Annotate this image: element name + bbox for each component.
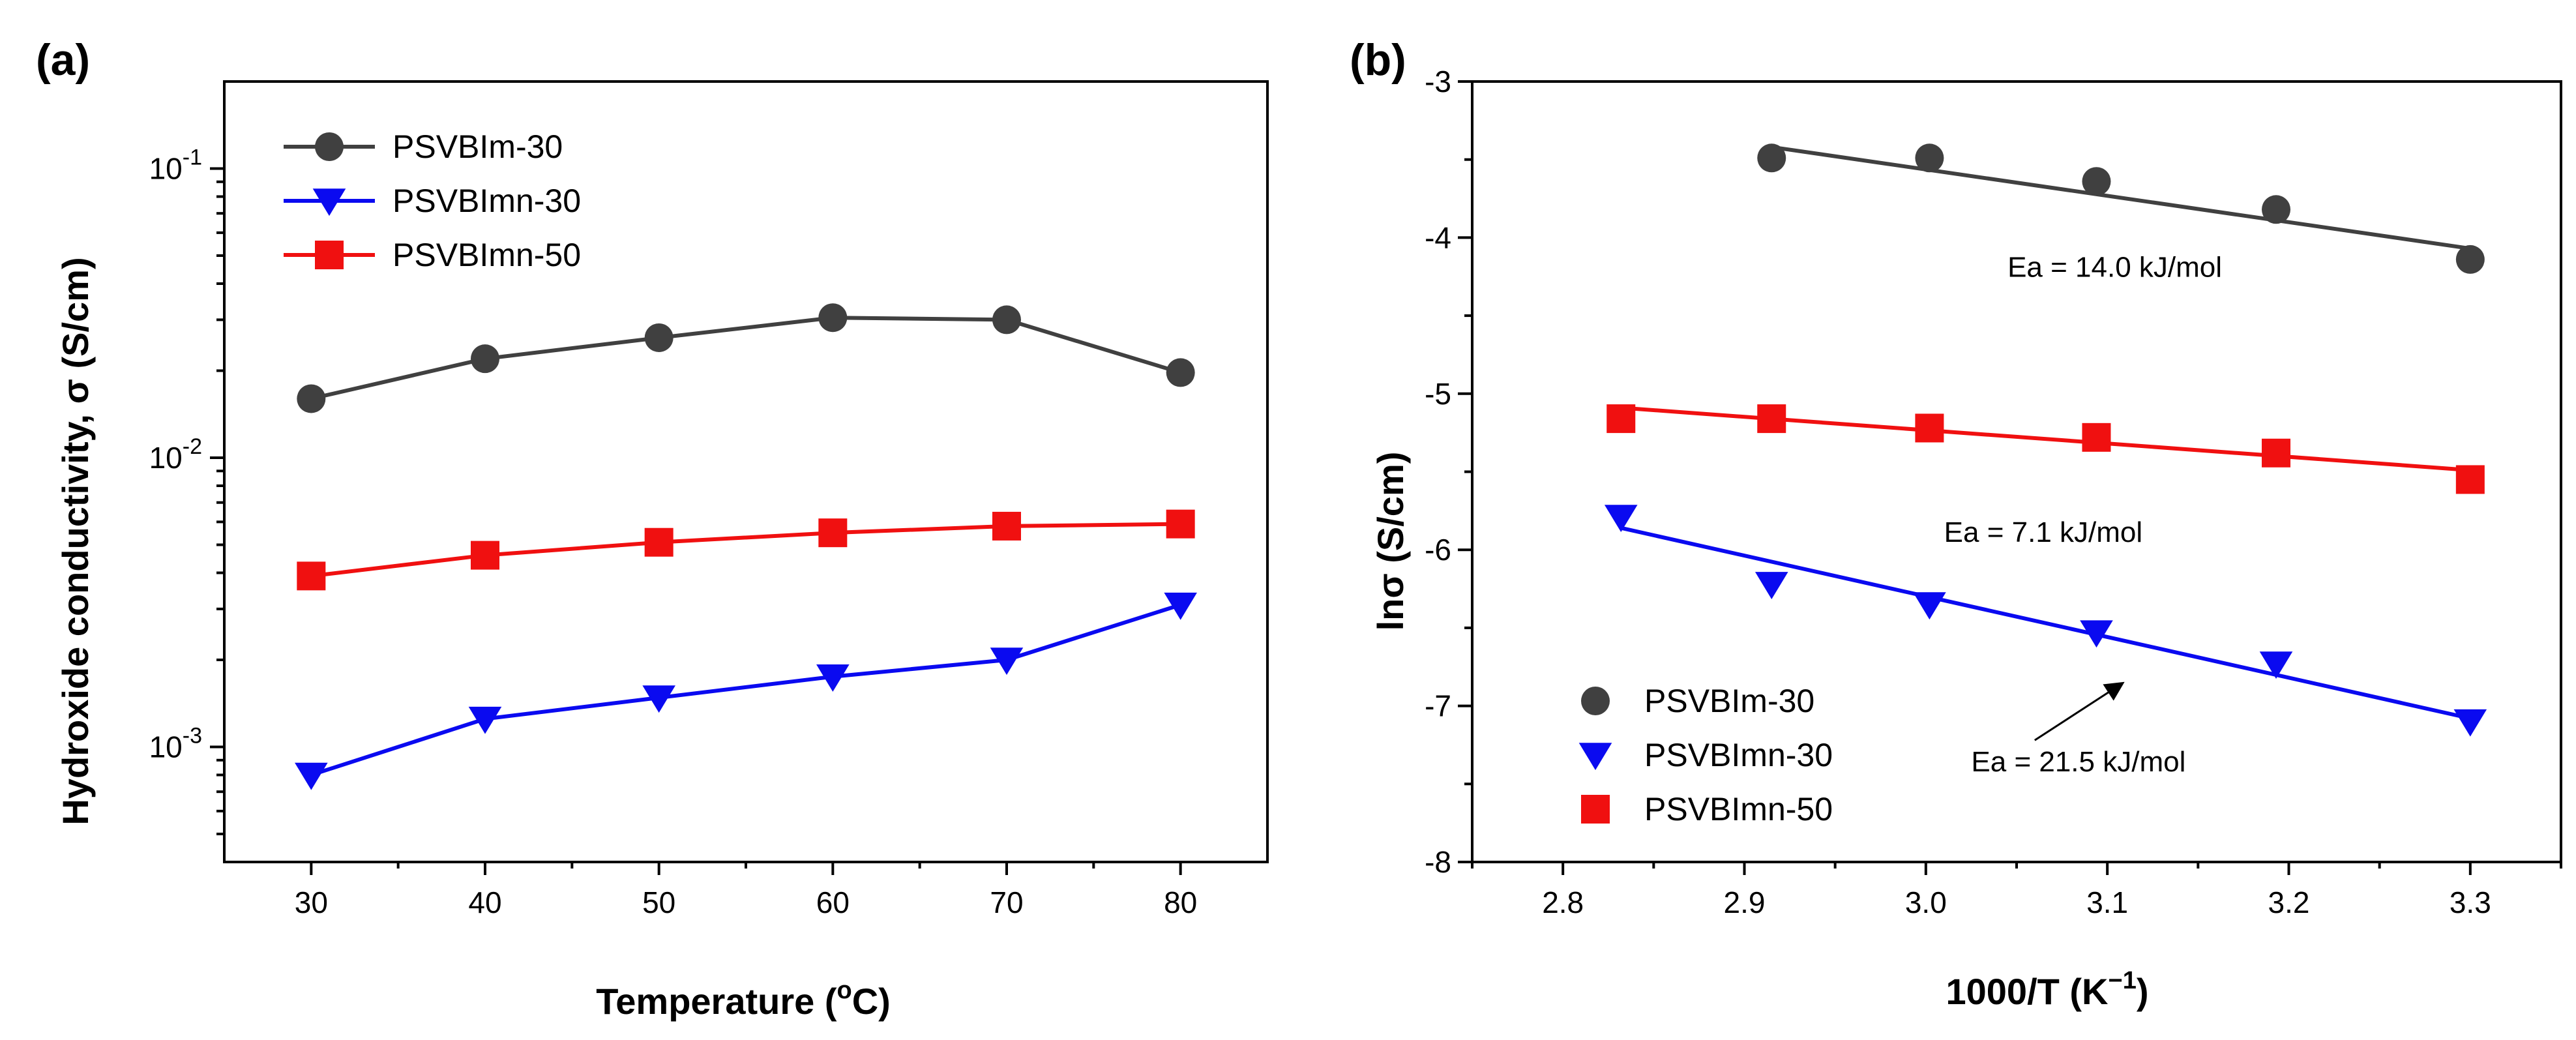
data-point-psvbimn-50 (644, 527, 674, 557)
series-line-psvbim-30 (310, 316, 1181, 401)
y-tick-label: -3 (1425, 65, 1451, 98)
data-point-psvbimn-30 (642, 685, 675, 713)
x-tick-label: 50 (642, 885, 675, 919)
panel-b-x-axis-label: 1000/T (K−1) (1946, 967, 2149, 1012)
data-point-psvbimn-30 (1913, 592, 1946, 620)
x-tick-label: 3.1 (2086, 885, 2128, 919)
legend-marker (1581, 687, 1610, 715)
y-tick-label: 10-2 (149, 434, 202, 475)
data-point-psvbimn-50 (818, 518, 848, 548)
data-point-psvbimn-30 (1754, 572, 1788, 599)
x-tick-label: 30 (295, 885, 328, 919)
x-tick-label: 3.0 (1905, 885, 1947, 919)
panel-a-conductivity-vs-temperature: (a) Hydroxide conductivity, σ (S/cm) Tem… (36, 35, 1269, 1022)
panel-a-x-axis-label: Temperature (oC) (596, 977, 891, 1022)
data-point-psvbimn-30 (295, 762, 328, 790)
data-point-psvbimn-50 (1757, 404, 1786, 434)
y-tick-label: 10-3 (149, 724, 202, 764)
data-point-psvbimn-50 (992, 511, 1021, 541)
legend-label: PSVBImn-50 (392, 237, 581, 273)
legend-marker (312, 188, 346, 216)
data-point-psvbimn-30 (990, 647, 1024, 676)
y-tick-label: -6 (1425, 533, 1451, 567)
fit-line-psvbimn-50 (1621, 406, 2471, 473)
y-tick-label: -8 (1425, 845, 1451, 879)
legend-marker (315, 132, 344, 161)
data-point-psvbimn-30 (468, 706, 502, 734)
activation-energy-annotation: Ea = 21.5 kJ/mol (1971, 746, 2185, 778)
y-tick-label: -7 (1425, 689, 1451, 723)
data-point-psvbim-30 (1166, 358, 1195, 387)
series-line-psvbimn-30 (310, 602, 1181, 777)
fit-line-psvbimn-30 (1620, 526, 2471, 721)
legend-marker (1581, 795, 1610, 824)
data-point-psvbim-30 (471, 344, 499, 374)
x-tick-label: 3.2 (2268, 885, 2310, 919)
data-point-psvbim-30 (992, 305, 1021, 334)
data-point-psvbimn-50 (2082, 423, 2111, 452)
fit-line-psvbim-30 (1771, 145, 2471, 251)
data-point-psvbim-30 (2082, 167, 2111, 196)
x-tick-label: 2.8 (1542, 885, 1584, 919)
panel-a-label: (a) (36, 35, 90, 85)
legend-label: PSVBImn-50 (1644, 791, 1833, 827)
x-tick-label: 2.9 (1724, 885, 1766, 919)
x-tick-label: 60 (816, 885, 850, 919)
panel-b-y-axis-label: lnσ (S/cm) (1370, 452, 1411, 631)
data-point-psvbimn-50 (297, 561, 326, 591)
data-point-psvbimn-30 (1164, 592, 1197, 620)
y-tick-label: 10-1 (149, 145, 202, 186)
panel-a-y-axis-label: Hydroxide conductivity, σ (S/cm) (55, 257, 96, 825)
panel-a-plot-frame (223, 80, 1269, 863)
data-point-psvbim-30 (1915, 143, 1944, 173)
legend-marker (1578, 743, 1612, 771)
y-tick-label: -5 (1425, 377, 1451, 411)
data-point-psvbimn-30 (2259, 651, 2293, 679)
data-point-psvbim-30 (2455, 245, 2485, 274)
legend-marker (315, 241, 344, 269)
data-point-psvbimn-50 (471, 541, 499, 570)
data-point-psvbim-30 (2262, 195, 2291, 224)
data-point-psvbim-30 (1757, 143, 1786, 173)
series-line-psvbimn-50 (310, 522, 1181, 578)
panel-b-label: (b) (1350, 35, 1406, 85)
legend-label: PSVBImn-30 (392, 183, 581, 219)
legend-label: PSVBIm-30 (392, 128, 563, 165)
x-tick-label: 3.3 (2450, 885, 2491, 919)
data-point-psvbim-30 (818, 303, 848, 333)
legend-label: PSVBIm-30 (1644, 683, 1814, 719)
x-tick-label: 70 (990, 885, 1023, 919)
data-point-psvbimn-50 (1166, 509, 1195, 539)
activation-energy-annotation: Ea = 7.1 kJ/mol (1944, 516, 2142, 548)
data-point-psvbimn-30 (2453, 709, 2487, 737)
data-point-psvbimn-30 (1604, 505, 1638, 533)
annotation-arrow (2034, 681, 2125, 741)
data-point-psvbimn-30 (2080, 620, 2113, 648)
data-point-psvbim-30 (644, 323, 674, 352)
data-point-psvbim-30 (297, 384, 326, 413)
data-point-psvbimn-50 (2455, 465, 2485, 494)
y-tick-label: -4 (1425, 220, 1451, 254)
panel-b-arrhenius-plot: (b) lnσ (S/cm) 1000/T (K−1) 2.8 2.9 3.0 3.1… (1350, 35, 2562, 1012)
data-point-psvbimn-50 (1606, 404, 1636, 434)
panel-b-plot-frame (1471, 80, 2562, 863)
data-point-psvbimn-50 (2262, 438, 2291, 468)
x-tick-label: 40 (468, 885, 501, 919)
data-point-psvbimn-30 (816, 664, 850, 692)
data-point-psvbimn-50 (1915, 413, 1944, 443)
legend-label: PSVBImn-30 (1644, 737, 1833, 773)
activation-energy-annotation: Ea = 14.0 kJ/mol (2007, 251, 2222, 283)
x-tick-label: 80 (1164, 885, 1197, 919)
